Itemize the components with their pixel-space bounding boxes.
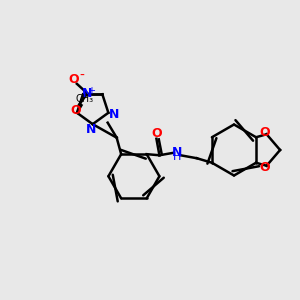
Text: O: O <box>151 127 162 140</box>
Text: O: O <box>69 73 79 86</box>
Text: O: O <box>70 104 81 117</box>
Text: N: N <box>86 123 96 136</box>
Text: O: O <box>260 161 270 174</box>
Text: N: N <box>109 108 119 121</box>
Text: CH₃: CH₃ <box>75 94 94 104</box>
Text: N: N <box>82 87 93 100</box>
Text: H: H <box>172 152 181 162</box>
Text: N: N <box>172 146 182 159</box>
Text: -: - <box>79 69 84 83</box>
Text: O: O <box>260 126 270 139</box>
Text: +: + <box>87 86 95 96</box>
